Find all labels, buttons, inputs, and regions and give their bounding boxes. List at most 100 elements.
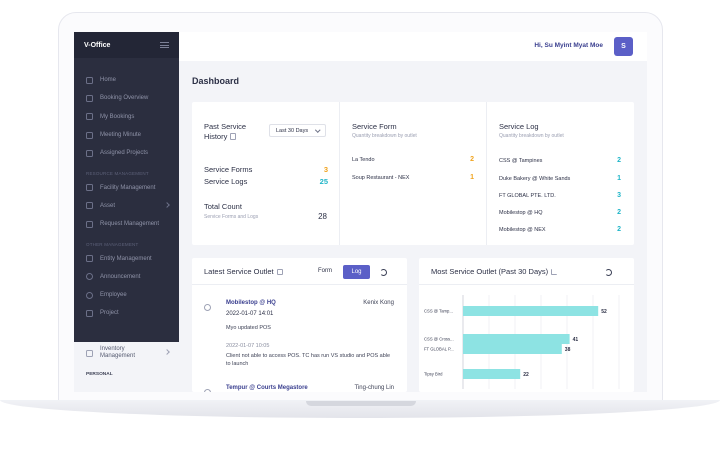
sidebar-item-label: Booking Overview <box>100 95 149 102</box>
bell-icon <box>86 273 93 281</box>
service-logs-count: 25 <box>319 177 328 186</box>
sidebar-item-meeting-minute[interactable]: Meeting Minute <box>74 126 179 144</box>
past-history-title: Past Service History <box>204 122 247 141</box>
log-user: Ting-chung Lin <box>354 385 394 391</box>
sidebar-item-my-bookings[interactable]: My Bookings <box>74 108 179 126</box>
sidebar-section-other: OTHER MANAGEMENT <box>86 242 139 248</box>
sidebar-item-announcement[interactable]: Announcement <box>74 268 179 286</box>
list-item: CSS @ Tampines 2 <box>499 157 621 164</box>
sidebar-item-label: My Bookings <box>100 113 135 120</box>
sidebar-menu: Home Booking Overview My Bookings Meetin… <box>74 58 179 323</box>
calendar-icon <box>86 94 93 102</box>
chevron-right-icon <box>164 349 170 355</box>
sidebar: V-Office Home Booking Overview My Bookin… <box>74 32 179 392</box>
sidebar-item-label: Project <box>100 310 119 317</box>
sidebar-item-label: Announcement <box>100 273 141 280</box>
service-forms-count: 3 <box>323 165 328 174</box>
past-service-history: Past Service History Last 30 Days Servic… <box>192 102 340 245</box>
chart-bar[interactable] <box>463 344 562 354</box>
chart-data-label: 41 <box>573 337 579 343</box>
log-date: 2022-01-07 10:05 <box>226 343 270 349</box>
service-log-title: Service Log <box>499 122 539 131</box>
inbox-icon <box>86 220 93 228</box>
list-item: Duke Bakery @ White Sands 1 <box>499 175 621 182</box>
sidebar-item-assigned-projects[interactable]: Assigned Projects <box>74 144 179 162</box>
user-icon <box>86 291 93 299</box>
sidebar-item-label: Facility Management <box>100 184 156 191</box>
sidebar-item-label: Employee <box>100 292 127 299</box>
list-item: Mobilestop @ NEX 2 <box>499 226 621 233</box>
most-outlet-bar-chart: CSS @ Tamp... 52 CSS @ Cross... 41 FT GLOBAL… <box>424 295 620 389</box>
app-brand: V-Office <box>84 41 111 49</box>
chart-tick-label: CSS @ Tamp... <box>424 309 453 314</box>
log-outlet-link[interactable]: Mobilestop @ HQ <box>226 300 276 306</box>
sidebar-item-facility-management[interactable]: Facility Management <box>74 178 179 196</box>
sidebar-item-label: Asset <box>100 202 116 209</box>
chart-bar[interactable] <box>463 306 599 316</box>
log-message: Client not able to access POS. TC has ru… <box>226 353 391 367</box>
service-forms-stat: Service Forms 3 <box>204 165 328 174</box>
date-range-select[interactable]: Last 30 Days <box>269 124 326 137</box>
chevron-down-icon <box>314 127 320 133</box>
latest-outlet-title: Latest Service Outlet <box>204 267 283 276</box>
sidebar-item-home[interactable]: Home <box>74 71 179 89</box>
document-icon <box>230 133 237 141</box>
sidebar-lower: Inventory Management PERSONAL <box>74 342 179 392</box>
folder-icon <box>86 309 93 317</box>
building-icon <box>86 184 93 192</box>
page-title: Dashboard <box>192 76 240 86</box>
laptop-base <box>0 400 720 418</box>
sad-face-icon <box>204 389 211 392</box>
top-header: Hi, Su Myint Myat Moe S <box>179 32 647 61</box>
sidebar-item-label: Inventory Management <box>100 346 136 359</box>
most-outlet-header: Most Service Outlet (Past 30 Days) <box>419 258 634 285</box>
sidebar-item-entity-management[interactable]: Entity Management <box>74 249 179 267</box>
total-count-value: 28 <box>318 212 327 221</box>
refresh-icon[interactable] <box>605 269 612 276</box>
chart-bar[interactable] <box>463 334 570 344</box>
chart-tick-label: FT GLOBAL P... <box>424 347 454 352</box>
service-form-title: Service Form <box>352 122 397 131</box>
log-user: Kenix Kong <box>363 300 394 306</box>
chevron-right-icon <box>164 201 170 208</box>
sidebar-header: V-Office <box>74 32 179 58</box>
sad-face-icon <box>204 304 211 311</box>
hamburger-menu-icon[interactable] <box>160 42 169 48</box>
avatar[interactable]: S <box>614 37 633 56</box>
store-icon <box>276 269 283 276</box>
most-service-outlet-card: Most Service Outlet (Past 30 Days) CSS @… <box>419 258 634 392</box>
user-name[interactable]: Su Myint Myat Moe <box>544 42 603 49</box>
service-log-header: Service Log Quantity breakdown by outlet <box>499 122 564 139</box>
sidebar-item-project[interactable]: Project <box>74 304 179 322</box>
tab-log[interactable]: Log <box>343 265 370 279</box>
latest-outlet-header: Latest Service Outlet Form Log <box>192 258 407 285</box>
home-icon <box>86 76 93 84</box>
total-count-subtitle: Service Forms and Logs <box>204 214 259 220</box>
sidebar-item-asset[interactable]: Asset <box>74 197 179 215</box>
service-form-breakdown: Service Form Quantity breakdown by outle… <box>340 102 487 245</box>
box-icon <box>86 202 93 210</box>
sidebar-item-booking-overview[interactable]: Booking Overview <box>74 89 179 107</box>
chart-data-label: 52 <box>601 309 607 315</box>
list-item: FT GLOBAL PTE. LTD. 3 <box>499 192 621 199</box>
bookmark-icon <box>86 113 93 121</box>
list-item: La Tendo 2 <box>352 156 474 163</box>
sidebar-item-request-management[interactable]: Request Management <box>74 215 179 233</box>
sidebar-item-employee[interactable]: Employee <box>74 286 179 304</box>
service-form-header: Service Form Quantity breakdown by outle… <box>352 122 417 139</box>
chart-bar[interactable] <box>463 369 521 379</box>
document-icon <box>86 131 93 139</box>
sidebar-item-label: Entity Management <box>100 255 152 262</box>
service-log-subtitle: Quantity breakdown by outlet <box>499 133 564 139</box>
sidebar-item-label: Home <box>100 77 117 84</box>
sidebar-item-inventory-management[interactable]: Inventory Management <box>74 342 179 364</box>
service-form-subtitle: Quantity breakdown by outlet <box>352 133 417 139</box>
list-item: Mobilestop @ HQ 2 <box>499 209 621 216</box>
chart-tick-label: CSS @ Cross... <box>424 337 454 342</box>
sidebar-item-label: Assigned Projects <box>100 150 149 157</box>
sidebar-item-label: Meeting Minute <box>100 132 142 139</box>
total-count-label: Total Count <box>204 202 242 211</box>
tab-form[interactable]: Form <box>318 268 332 274</box>
log-outlet-link[interactable]: Tempur @ Courts Megastore <box>226 385 308 391</box>
refresh-icon[interactable] <box>380 269 387 276</box>
